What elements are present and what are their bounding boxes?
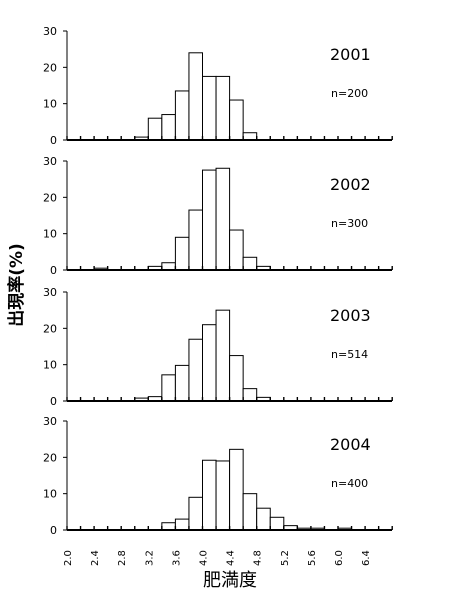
x-tick-label-3.2: 3.2 (144, 550, 155, 566)
y-tick-label-2003-30: 30 (43, 286, 57, 299)
y-tick-label-2003-10: 10 (43, 359, 57, 372)
y-tick-label-2001-0: 0 (50, 134, 57, 147)
x-tick-label-2.8: 2.8 (117, 550, 128, 566)
n-label-2001: n=200 (331, 87, 368, 100)
bar-2001-4.0 (202, 75, 217, 141)
y-tick-label-2001-10: 10 (43, 98, 57, 111)
bar-2002-3.8 (188, 209, 203, 271)
y-tick-label-2002-30: 30 (43, 155, 57, 168)
x-tick-label-6.0: 6.0 (334, 550, 345, 566)
bar-2003-3.8 (188, 338, 203, 402)
x-tick-label-2.0: 2.0 (63, 550, 74, 566)
y-tick-label-2001-30: 30 (43, 25, 57, 38)
bar-2003-4.4 (229, 355, 244, 402)
x-tick-label-4.4: 4.4 (226, 550, 237, 566)
bar-2001-3.6 (174, 90, 190, 141)
x-tick-label-4.0: 4.0 (199, 550, 210, 566)
n-label-2002: n=300 (331, 217, 368, 230)
year-label-2004: 2004 (330, 435, 371, 454)
y-tick-label-2002-10: 10 (43, 228, 57, 241)
y-tick-label-2004-10: 10 (43, 488, 57, 501)
panels-group: 0 10 20 30 2001 n=200 0 10 20 30 2002 n=300 0 10 20 30 2… (43, 25, 393, 537)
x-tick-label-5.2: 5.2 (280, 550, 291, 566)
bar-2004-3.8 (188, 496, 203, 531)
y-tick-label-2001-20: 20 (43, 61, 57, 74)
bar-2001-3.2 (147, 117, 163, 141)
panel-2001: 0 10 20 30 2001 n=200 (43, 25, 393, 147)
y-tick-label-2002-0: 0 (50, 264, 57, 277)
bar-2001-4.6 (242, 132, 258, 141)
bar-2004-4.0 (202, 459, 217, 531)
y-tick-label-2003-20: 20 (43, 322, 57, 335)
panel-2003: 0 10 20 30 2003 n=514 (43, 286, 393, 408)
y-tick-label-2003-0: 0 (50, 395, 57, 408)
x-tick-label-6.4: 6.4 (361, 550, 372, 566)
bar-2004-5.0 (269, 516, 285, 531)
panel-2004: 0 10 20 30 2004 n=400 (43, 415, 393, 537)
x-tick-label-4.8: 4.8 (253, 550, 264, 566)
y-axis-label: 出現率(%) (6, 243, 27, 327)
bar-2001-4.2 (215, 75, 231, 141)
bar-2001-3.8 (188, 52, 203, 141)
panel-2002: 0 10 20 30 2002 n=300 (43, 155, 393, 277)
bar-2004-4.6 (242, 493, 258, 531)
bar-2002-4.2 (215, 167, 231, 271)
bar-2002-4.0 (202, 169, 217, 271)
bar-2003-4.2 (215, 309, 231, 402)
bar-2002-3.6 (174, 236, 190, 271)
bar-2001-4.4 (229, 99, 244, 141)
bar-2002-4.6 (242, 256, 258, 271)
bar-2004-4.2 (215, 460, 231, 531)
x-tick-label-2.4: 2.4 (90, 550, 101, 566)
y-tick-label-2004-20: 20 (43, 451, 57, 464)
bar-2004-4.4 (229, 448, 244, 531)
x-axis-label: 肥満度 (203, 570, 257, 591)
x-tick-label-3.6: 3.6 (171, 550, 182, 566)
year-label-2001: 2001 (330, 45, 371, 64)
year-label-2003: 2003 (330, 306, 371, 325)
bar-2004-3.6 (174, 518, 190, 531)
x-tick-label-5.6: 5.6 (307, 550, 318, 566)
y-tick-label-2004-30: 30 (43, 415, 57, 428)
bar-2002-3.4 (161, 262, 176, 271)
y-tick-label-2002-20: 20 (43, 191, 57, 204)
n-label-2003: n=514 (331, 348, 368, 361)
bar-2003-3.6 (174, 364, 190, 402)
bar-2001-3.4 (161, 114, 176, 141)
bar-2004-4.8 (256, 507, 271, 531)
bar-2003-4.6 (242, 388, 258, 402)
x-tick-labels: 2.0 2.4 2.8 3.2 3.6 4.0 4.4 4.8 5.2 5.6 6.0 6.4 (63, 550, 372, 566)
year-label-2002: 2002 (330, 175, 371, 194)
bar-2004-3.4 (161, 522, 176, 531)
bar-2003-3.4 (161, 374, 176, 402)
y-tick-label-2004-0: 0 (50, 524, 57, 537)
n-label-2004: n=400 (331, 477, 368, 490)
bar-2003-4.0 (202, 324, 217, 402)
bar-2002-4.4 (229, 229, 244, 271)
